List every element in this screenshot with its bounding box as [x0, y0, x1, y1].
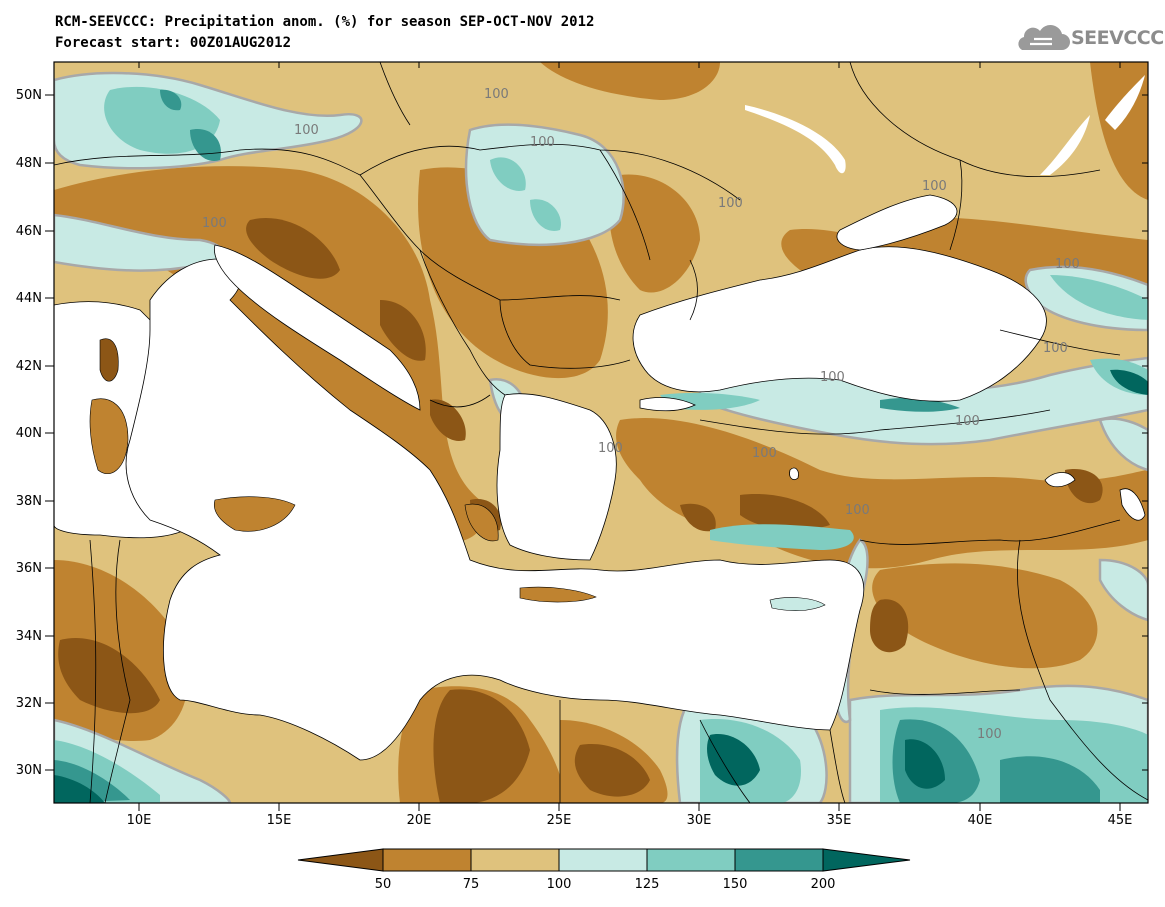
- lon-label: 35E: [827, 813, 852, 828]
- field-above-200: [54, 369, 1148, 803]
- colorbar-label: 75: [463, 877, 480, 892]
- colorbar-label: 50: [375, 877, 392, 892]
- contour-label: 100: [922, 179, 947, 194]
- colorbar-swatch: [470, 848, 560, 872]
- sea-mask: [54, 194, 1146, 761]
- lat-label: 48N: [16, 156, 42, 171]
- lat-label: 36N: [16, 561, 42, 576]
- contour-label: 100: [752, 446, 777, 461]
- map-field: 100 100 100 100 100 100 100 100 100 100 …: [54, 62, 1148, 803]
- cloud-logo-icon: [1018, 25, 1070, 50]
- contour-label: 100: [845, 503, 870, 518]
- lon-label: 10E: [127, 813, 152, 828]
- colorbar-swatch: [382, 848, 472, 872]
- seevccc-logo-text: SEEVCCC: [1071, 27, 1164, 49]
- colorbar-swatch: [734, 848, 824, 872]
- lon-label: 15E: [267, 813, 292, 828]
- lat-label: 32N: [16, 696, 42, 711]
- colorbar-label: 150: [723, 877, 748, 892]
- contour-label: 100: [484, 87, 509, 102]
- colorbar-label: 125: [635, 877, 660, 892]
- lon-label: 40E: [968, 813, 993, 828]
- lon-label: 25E: [547, 813, 572, 828]
- map-title: RCM-SEEVCCC: Precipitation anom. (%) for…: [55, 14, 595, 30]
- contour-label: 100: [977, 727, 1002, 742]
- colorbar-label: 100: [547, 877, 572, 892]
- lat-label: 42N: [16, 359, 42, 374]
- lat-label: 30N: [16, 763, 42, 778]
- contour-label: 100: [718, 196, 743, 211]
- islands: [89, 338, 826, 611]
- lon-label: 45E: [1108, 813, 1133, 828]
- lat-label: 38N: [16, 494, 42, 509]
- colorbar-swatch: [822, 848, 911, 872]
- colorbar: 50 75 100 125 150 200: [297, 848, 911, 892]
- lat-label: 50N: [16, 88, 42, 103]
- colorbar-swatch: [297, 848, 384, 872]
- contour-label: 100: [955, 414, 980, 429]
- colorbar-swatch: [558, 848, 648, 872]
- lat-label: 44N: [16, 291, 42, 306]
- colorbar-label: 200: [811, 877, 836, 892]
- contour-label: 100: [1043, 341, 1068, 356]
- latitude-axis: 50N 48N 46N 44N 42N 40N 38N 36N 34N 32N …: [16, 88, 1148, 778]
- longitude-axis: 10E 15E 20E 25E 30E 35E 40E 45E: [127, 62, 1133, 828]
- data-gap-streaks: [745, 75, 1145, 175]
- contour-label: 100: [202, 216, 227, 231]
- lat-label: 34N: [16, 629, 42, 644]
- forecast-start-subtitle: Forecast start: 00Z01AUG2012: [55, 35, 292, 51]
- contour-label: 100: [820, 370, 845, 385]
- colorbar-swatch: [646, 848, 736, 872]
- lat-label: 40N: [16, 426, 42, 441]
- lon-label: 20E: [407, 813, 432, 828]
- lon-label: 30E: [687, 813, 712, 828]
- contour-label: 100: [1055, 257, 1080, 272]
- contour-label: 100: [598, 441, 623, 456]
- contour-label: 100: [294, 123, 319, 138]
- contour-labels: 100 100 100 100 100 100 100 100 100 100 …: [202, 87, 1080, 742]
- country-borders: [54, 62, 1148, 803]
- contour-label: 100: [530, 135, 555, 150]
- lat-label: 46N: [16, 224, 42, 239]
